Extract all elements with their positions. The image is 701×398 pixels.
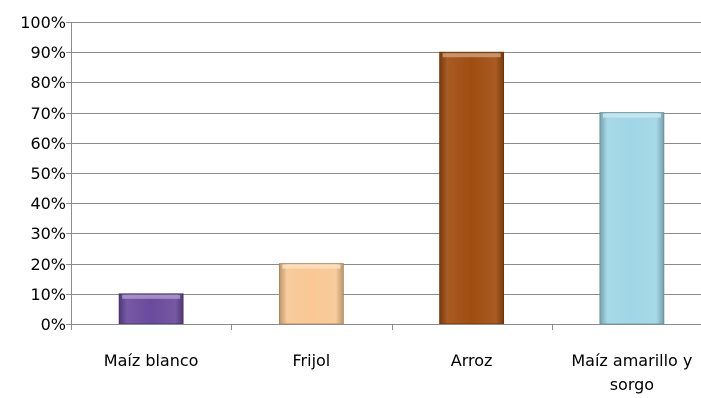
y-tick-label: 0%	[41, 315, 66, 334]
bar	[278, 263, 344, 325]
bar-highlight	[442, 53, 501, 58]
bar	[439, 51, 505, 325]
x-category-labels: Maíz blanco Frijol Arroz Maíz amarillo y sor…	[104, 351, 693, 394]
y-tick-label: 90%	[30, 43, 66, 62]
x-category-label: Maíz blanco	[104, 351, 199, 370]
y-tick-label: 20%	[30, 255, 66, 274]
gridlines	[71, 22, 701, 295]
x-category-label: Maíz amarillo y sorgo	[571, 351, 692, 394]
bar-highlight	[122, 294, 181, 299]
y-tick-label: 10%	[30, 285, 66, 304]
y-tick-label: 50%	[30, 164, 66, 183]
y-tick-labels: 0% 10% 20% 30% 40% 50% 60% 70% 80% 90% 100%	[20, 13, 66, 334]
axes	[66, 22, 701, 330]
x-category-label: Frijol	[293, 351, 331, 370]
bars	[118, 51, 665, 325]
y-tick-label: 80%	[30, 73, 66, 92]
y-tick-label: 100%	[20, 13, 66, 32]
bar-highlight	[282, 264, 341, 269]
x-category-label: Arroz	[451, 351, 493, 370]
y-tick-label: 70%	[30, 104, 66, 123]
bar-highlight	[602, 113, 661, 118]
bar	[118, 293, 184, 325]
bar	[599, 112, 665, 325]
y-tick-label: 30%	[30, 224, 66, 243]
y-tick-label: 40%	[30, 194, 66, 213]
y-tick-label: 60%	[30, 134, 66, 153]
